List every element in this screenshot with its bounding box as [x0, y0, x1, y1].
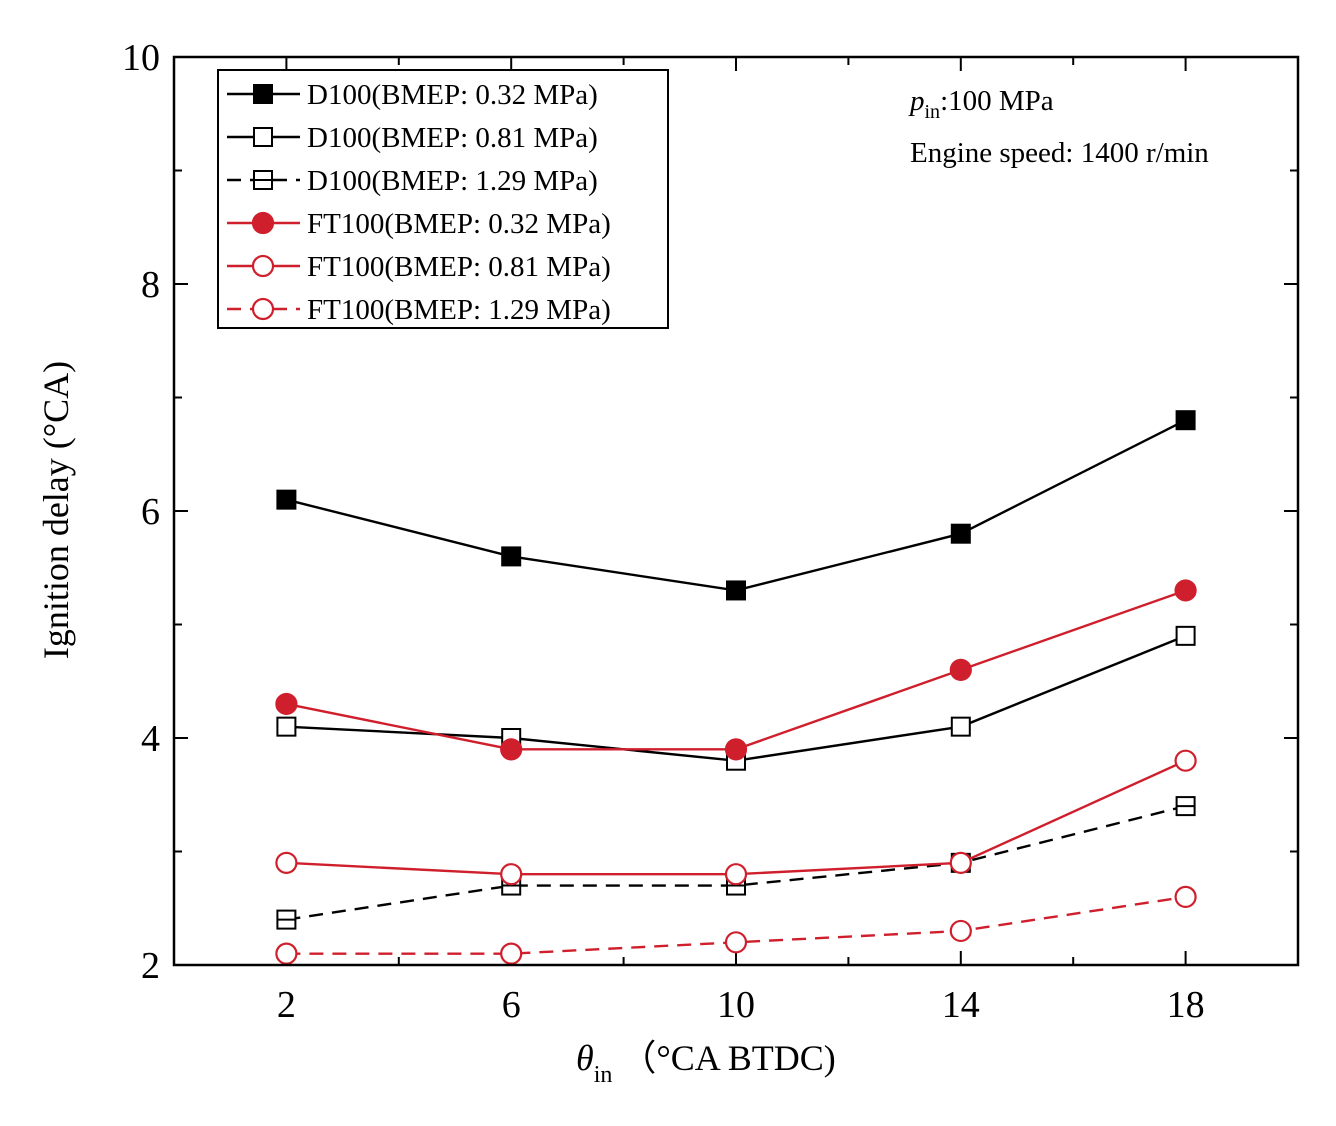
y-tick-label-4: 4: [141, 718, 160, 760]
marker-shape: [275, 692, 298, 716]
x-tick-label-14: 14: [942, 984, 980, 1026]
x-tick-label-18: 18: [1167, 984, 1205, 1026]
marker-shape: [501, 546, 522, 567]
legend-marker-3: [253, 170, 273, 190]
series-6: [275, 885, 1197, 965]
data-point: [726, 580, 746, 601]
marker-shape: [950, 716, 971, 737]
y-axis-label: Ignition delay (°CA): [36, 361, 76, 659]
marker-shape: [724, 738, 748, 761]
legend-label-2: D100(BMEP: 0.81 MPa): [307, 122, 598, 154]
marker-shape: [724, 931, 748, 954]
data-point: [1174, 885, 1197, 909]
data-point: [276, 716, 297, 737]
marker-shape: [1174, 885, 1197, 909]
x-tick-label-6: 6: [502, 984, 521, 1026]
series-3: [276, 796, 1196, 930]
annotation-engine-speed: Engine speed: 1400 r/min: [910, 137, 1209, 169]
marker-shape: [276, 489, 297, 510]
data-point: [950, 716, 971, 737]
marker-shape: [950, 523, 971, 544]
marker-shape: [500, 738, 523, 761]
legend-marker-1: [253, 84, 273, 104]
data-point: [949, 658, 972, 682]
legend-label-3: D100(BMEP: 1.29 MPa): [307, 165, 598, 197]
series-layer: [275, 410, 1197, 965]
legend-marker-4: [251, 211, 275, 235]
data-point: [1174, 749, 1197, 772]
x-tick-label-2: 2: [277, 984, 296, 1026]
data-point: [724, 738, 748, 761]
data-point: [275, 851, 298, 874]
marker-shape: [275, 942, 298, 965]
y-tick-label-6: 6: [141, 491, 160, 533]
marker-shape: [949, 919, 972, 943]
data-point: [1175, 625, 1196, 646]
legend-label-1: D100(BMEP: 0.32 MPa): [307, 79, 598, 111]
data-point: [275, 942, 298, 965]
marker-shape: [251, 254, 275, 278]
marker-shape: [949, 851, 972, 874]
data-point: [949, 919, 972, 943]
data-point: [501, 546, 522, 567]
series-4: [275, 579, 1197, 761]
marker-shape: [949, 658, 972, 682]
legend: D100(BMEP: 0.32 MPa) D100(BMEP: 0.81 MPa)…: [217, 69, 669, 329]
marker-shape: [1175, 625, 1196, 646]
series-line: [286, 759, 1187, 876]
data-point: [500, 863, 523, 886]
legend-label-6: FT100(BMEP: 1.29 MPa): [307, 294, 611, 326]
y-tick-label-10: 10: [122, 37, 160, 79]
series-line: [286, 804, 1186, 921]
marker-shape: [1174, 579, 1197, 602]
data-point: [1175, 410, 1196, 431]
data-point: [1174, 579, 1197, 602]
data-point: [949, 851, 972, 874]
marker-shape: [1174, 749, 1197, 772]
series-line: [286, 589, 1186, 751]
marker-shape: [724, 863, 748, 886]
legend-box: [217, 69, 669, 329]
marker-shape: [251, 297, 275, 321]
marker-shape: [251, 211, 275, 235]
marker-shape: [500, 863, 523, 886]
data-point: [950, 523, 971, 544]
legend-marker-5: [251, 254, 275, 278]
marker-shape: [500, 942, 523, 965]
legend-marker-2: [253, 127, 273, 147]
marker-shape: [253, 127, 273, 147]
marker-shape: [253, 84, 273, 104]
x-tick-label-10: 10: [717, 984, 755, 1026]
series-5: [275, 749, 1197, 886]
data-point: [500, 942, 523, 965]
data-point: [275, 692, 298, 716]
series-line: [286, 419, 1187, 592]
x-axis-label: θin （°CA BTDC): [576, 1038, 836, 1088]
axes-layer: 2 6 10 14 18 2 4 6 8 10: [122, 37, 1298, 1026]
annotation-pressure: pin:100 MPa: [908, 85, 1054, 123]
plot-frame: [172, 55, 1300, 967]
marker-shape: [726, 580, 746, 601]
data-point: [724, 863, 748, 886]
data-point: [1175, 796, 1196, 817]
data-point: [724, 931, 748, 954]
y-tick-label-8: 8: [141, 264, 160, 306]
data-point: [500, 738, 523, 761]
y-tick-label-2: 2: [141, 945, 160, 987]
marker-shape: [276, 716, 297, 737]
series-1: [276, 410, 1196, 601]
marker-shape: [1175, 410, 1196, 431]
data-point: [276, 909, 297, 930]
legend-label-5: FT100(BMEP: 0.81 MPa): [307, 251, 611, 283]
legend-marker-6: [251, 297, 275, 321]
legend-label-4: FT100(BMEP: 0.32 MPa): [307, 208, 611, 240]
data-point: [276, 489, 297, 510]
marker-shape: [275, 851, 298, 874]
